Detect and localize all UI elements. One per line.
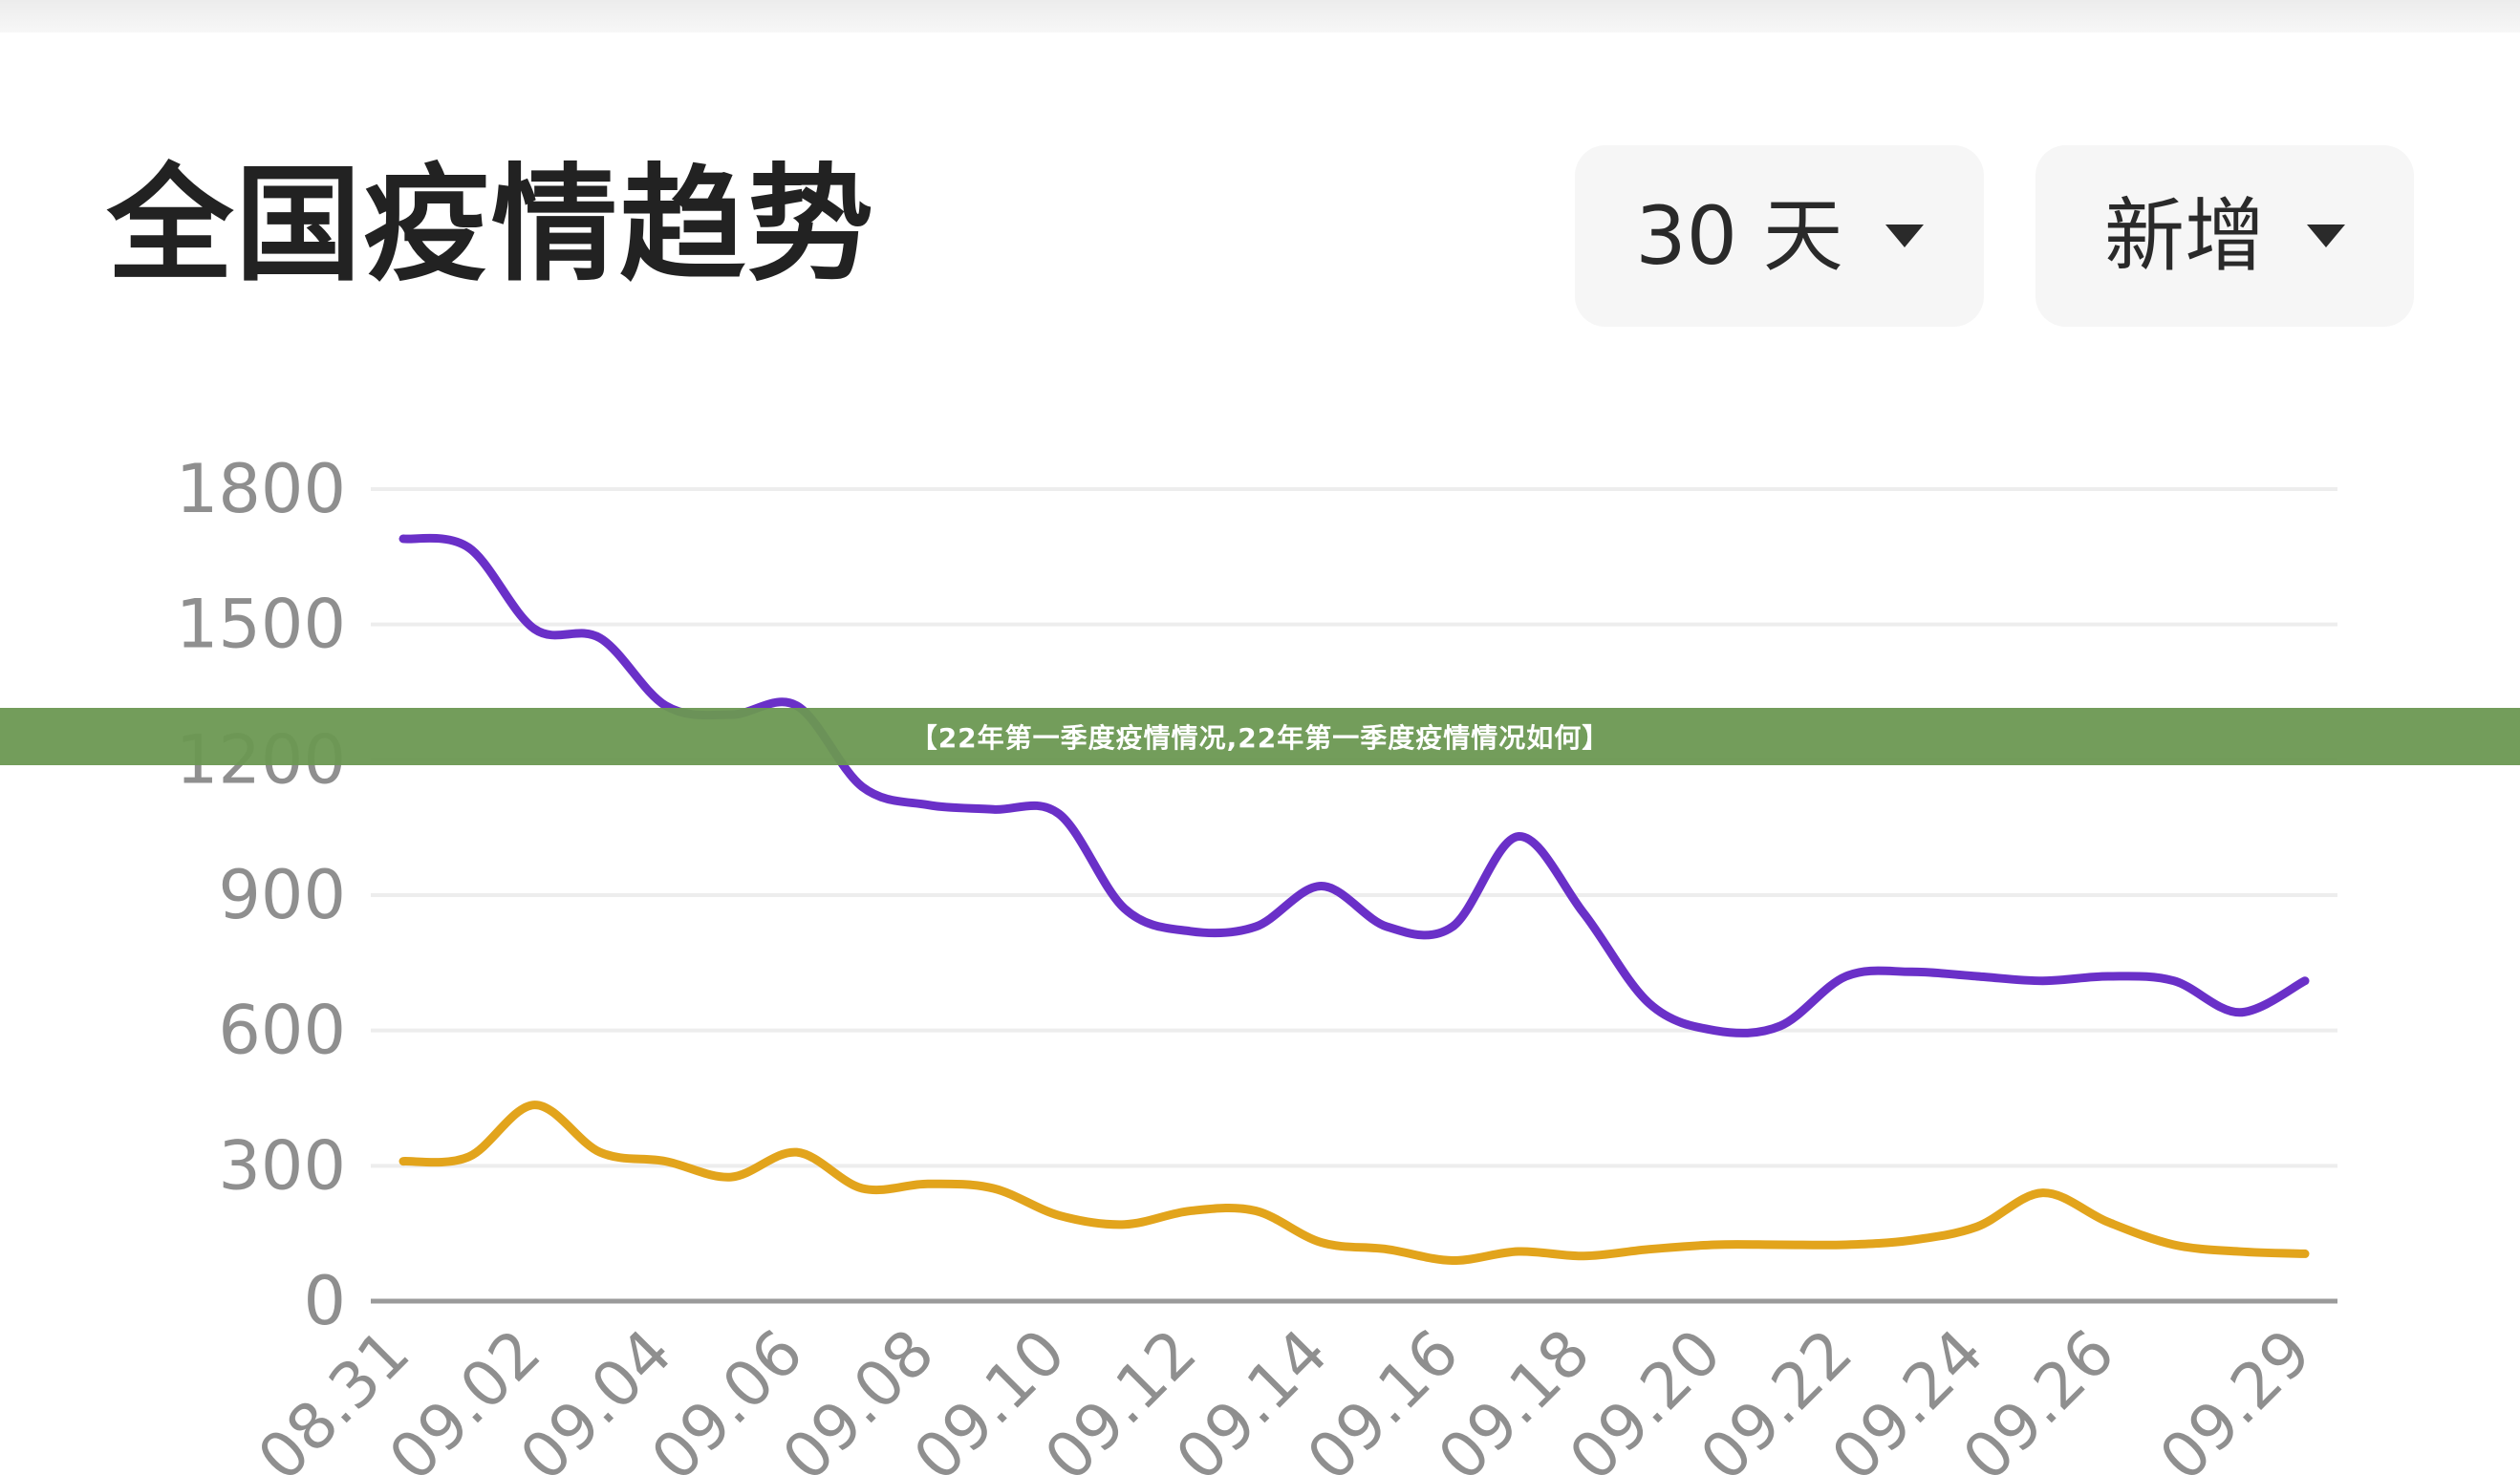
y-tick-label: 300	[218, 1126, 346, 1205]
grid-lines	[371, 487, 2337, 1304]
x-axis-ticks: 08.3109.0209.0409.0609.0809.1009.1209.14…	[244, 1315, 2325, 1475]
caret-down-icon	[2307, 224, 2345, 247]
top-strip	[0, 0, 2520, 32]
page-title: 全国疫情趋势	[107, 152, 875, 299]
title-banner: 【22年第一季度疫情情况,22年第一季度疫情情况如何】	[0, 708, 2520, 765]
caret-down-icon	[1885, 224, 1924, 247]
banner-text: 【22年第一季度疫情情况,22年第一季度疫情情况如何】	[910, 722, 1610, 754]
range-dropdown[interactable]: 30 天	[1575, 145, 1984, 327]
y-axis-ticks: 0300600900120015001800	[176, 450, 346, 1340]
metric-dropdown[interactable]: 新增	[2035, 145, 2414, 327]
x-tick-label: 09.29	[2145, 1315, 2325, 1475]
series-line-1	[398, 533, 2310, 1037]
y-tick-label: 0	[303, 1262, 346, 1340]
x-tick-label: 09.26	[1949, 1315, 2128, 1475]
range-dropdown-label: 30 天	[1635, 189, 1843, 283]
metric-dropdown-label: 新增	[2103, 189, 2265, 283]
y-tick-label: 900	[218, 856, 346, 934]
series-lines	[398, 533, 2310, 1266]
y-tick-label: 600	[218, 992, 346, 1070]
y-tick-label: 1500	[176, 586, 346, 664]
y-tick-label: 1800	[176, 450, 346, 528]
series-line-2	[398, 1101, 2310, 1266]
